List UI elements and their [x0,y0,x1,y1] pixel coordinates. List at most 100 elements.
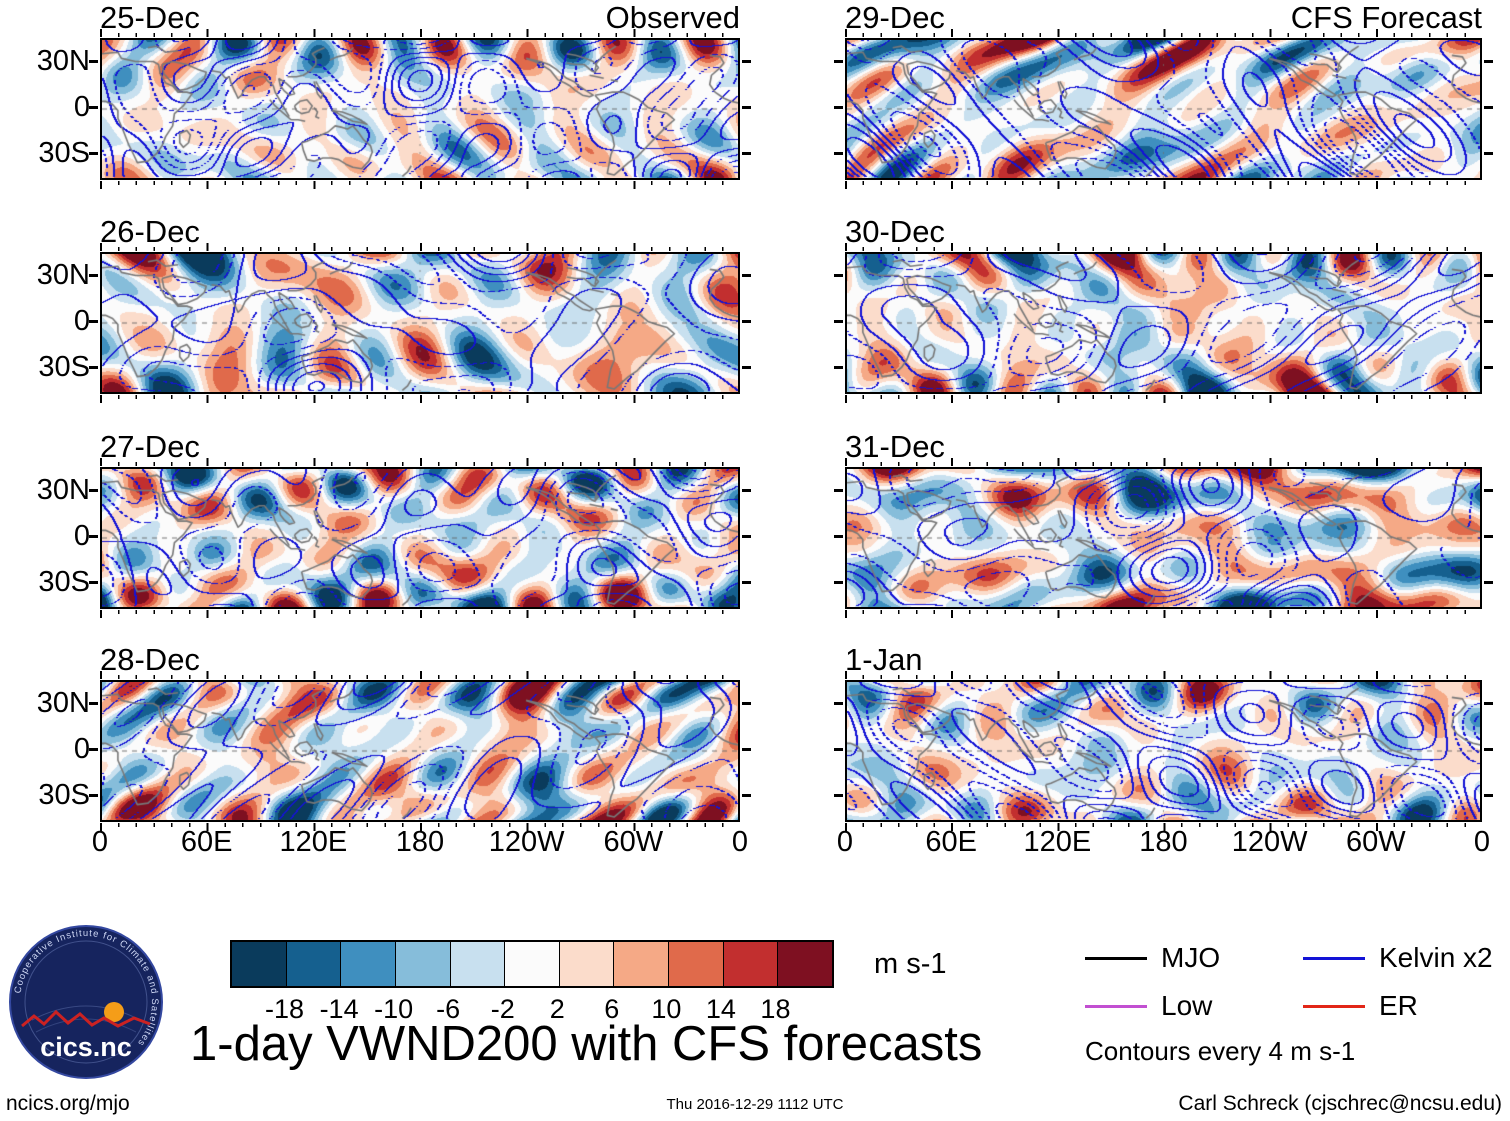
panel-source-label: CFS Forecast [1290,0,1482,35]
x-tick-marks-bottom [845,181,1482,189]
lat-tick-mark [834,489,843,492]
x-tick-label: 0 [1473,826,1491,858]
lat-tick-mark [1484,702,1493,705]
legend-label: MJO [1161,942,1221,973]
x-tick-marks-bottom [100,395,740,403]
colorbar-tick-label: -10 [374,994,414,1024]
lat-tick-mark [742,274,751,277]
y-tick-label: 30N [36,259,90,291]
legend-line-er-icon [1303,1004,1365,1008]
map-canvas [102,682,738,820]
x-tick-label: 180 [1139,826,1188,858]
footer-credit: Carl Schreck (cjschrec@ncsu.edu) [1178,1092,1502,1115]
legend-item: ER [1303,990,1510,1022]
colorbar-cell [669,942,724,986]
y-tick-label: 0 [73,733,90,765]
lat-tick-mark [834,748,843,751]
lat-tick-mark [89,535,98,538]
x-tick-marks-top [100,243,740,251]
lat-tick-mark [89,106,98,109]
x-tick-marks-top [100,458,740,466]
y-tick-label: 30N [36,687,90,719]
legend-line-kelvin-x2-icon [1303,956,1365,960]
panel-date-label: 29-Dec [845,0,945,35]
lat-tick-mark [89,581,98,584]
colorbar-cell [559,942,615,986]
lat-tick-mark [834,274,843,277]
lat-tick-mark [89,366,98,369]
x-tick-marks-bottom [100,610,740,618]
colorbar-cell [450,942,506,986]
panel-date-label: 1-Jan [845,642,923,677]
lat-tick-mark [89,152,98,155]
colorbar-tick-label: 2 [549,994,565,1024]
panel-date-label: 28-Dec [100,642,200,677]
lat-tick-mark [1484,794,1493,797]
x-tick-marks-bottom [100,823,740,831]
lat-tick-mark [1484,535,1493,538]
figure-title: 1-day VWND200 with CFS forecasts [190,1017,983,1071]
colorbar-tick-label: 10 [651,994,682,1024]
legend-item: Low [1085,990,1293,1022]
map-panel: 28-Dec 30N 0 30S [37,643,751,831]
logo-wordmark: cics.nc [40,1032,132,1062]
x-tick-label: 0 [91,826,109,858]
map-panel: 25-Dec Observed 30N 0 30S [37,1,751,189]
y-tick-label: 0 [73,305,90,337]
y-tick-label: 30S [38,137,90,169]
colorbar-cell [505,942,560,986]
x-tick-label: 120W [1231,826,1308,858]
x-tick-label: 120E [1023,826,1092,858]
map-canvas [102,254,738,392]
x-tick-label: 60E [925,826,977,858]
legend-items: MJO Kelvin x2 Low ER [1085,942,1510,1022]
map-panel: 31-Dec [834,430,1493,618]
lat-tick-mark [89,748,98,751]
x-tick-marks-top [845,29,1482,37]
colorbar-cell [723,942,779,986]
lat-tick-mark [742,581,751,584]
colorbar-units: m s-1 [874,948,947,980]
panel-date-label: 30-Dec [845,214,945,249]
lat-tick-mark [1484,60,1493,63]
lat-tick-mark [742,489,751,492]
lat-tick-mark [742,60,751,63]
cics-logo: Cooperative Institute for Climate and Sa… [6,920,166,1088]
x-tick-label: 180 [395,826,445,858]
y-tick-label: 30S [38,779,90,811]
colorbar-tick-label: -6 [436,994,461,1024]
lat-tick-mark [834,106,843,109]
lat-tick-mark [834,794,843,797]
lat-tick-mark [89,489,98,492]
footer-timestamp: Thu 2016-12-29 1112 UTC [666,1096,844,1113]
lat-tick-mark [834,320,843,323]
lat-tick-mark [89,274,98,277]
lat-tick-mark [1484,366,1493,369]
lat-tick-mark [834,366,843,369]
y-tick-label: 30N [36,474,90,506]
lat-tick-mark [742,794,751,797]
colorbar-cell [232,942,287,986]
map-frame [845,458,1482,618]
logo-mountain-ridge-icon [21,1009,151,1028]
x-tick-marks-top [845,671,1482,679]
panel-header: 26-Dec [100,215,740,249]
lat-tick-mark [742,152,751,155]
lat-tick-mark [742,320,751,323]
panel-header: 1-Jan [845,643,1482,677]
x-tick-marks-top [100,29,740,37]
map-panel: 29-Dec CFS Forecast [834,1,1493,189]
x-tick-marks-top [845,243,1482,251]
colorbar-tick-label: -18 [265,994,305,1024]
panel-source-label: Observed [605,0,740,35]
lat-tick-mark [1484,581,1493,584]
map-panel: 30-Dec [834,215,1493,403]
map-frame [845,671,1482,831]
panel-date-label: 25-Dec [100,0,200,35]
lat-tick-mark [834,702,843,705]
x-axis-labels-right: 0 60E 120E 180 120W 60W 0 [837,826,1490,868]
x-tick-label: 120E [279,826,348,858]
colorbar-tick-label: 14 [705,994,736,1024]
y-tick-label: 30S [38,351,90,383]
